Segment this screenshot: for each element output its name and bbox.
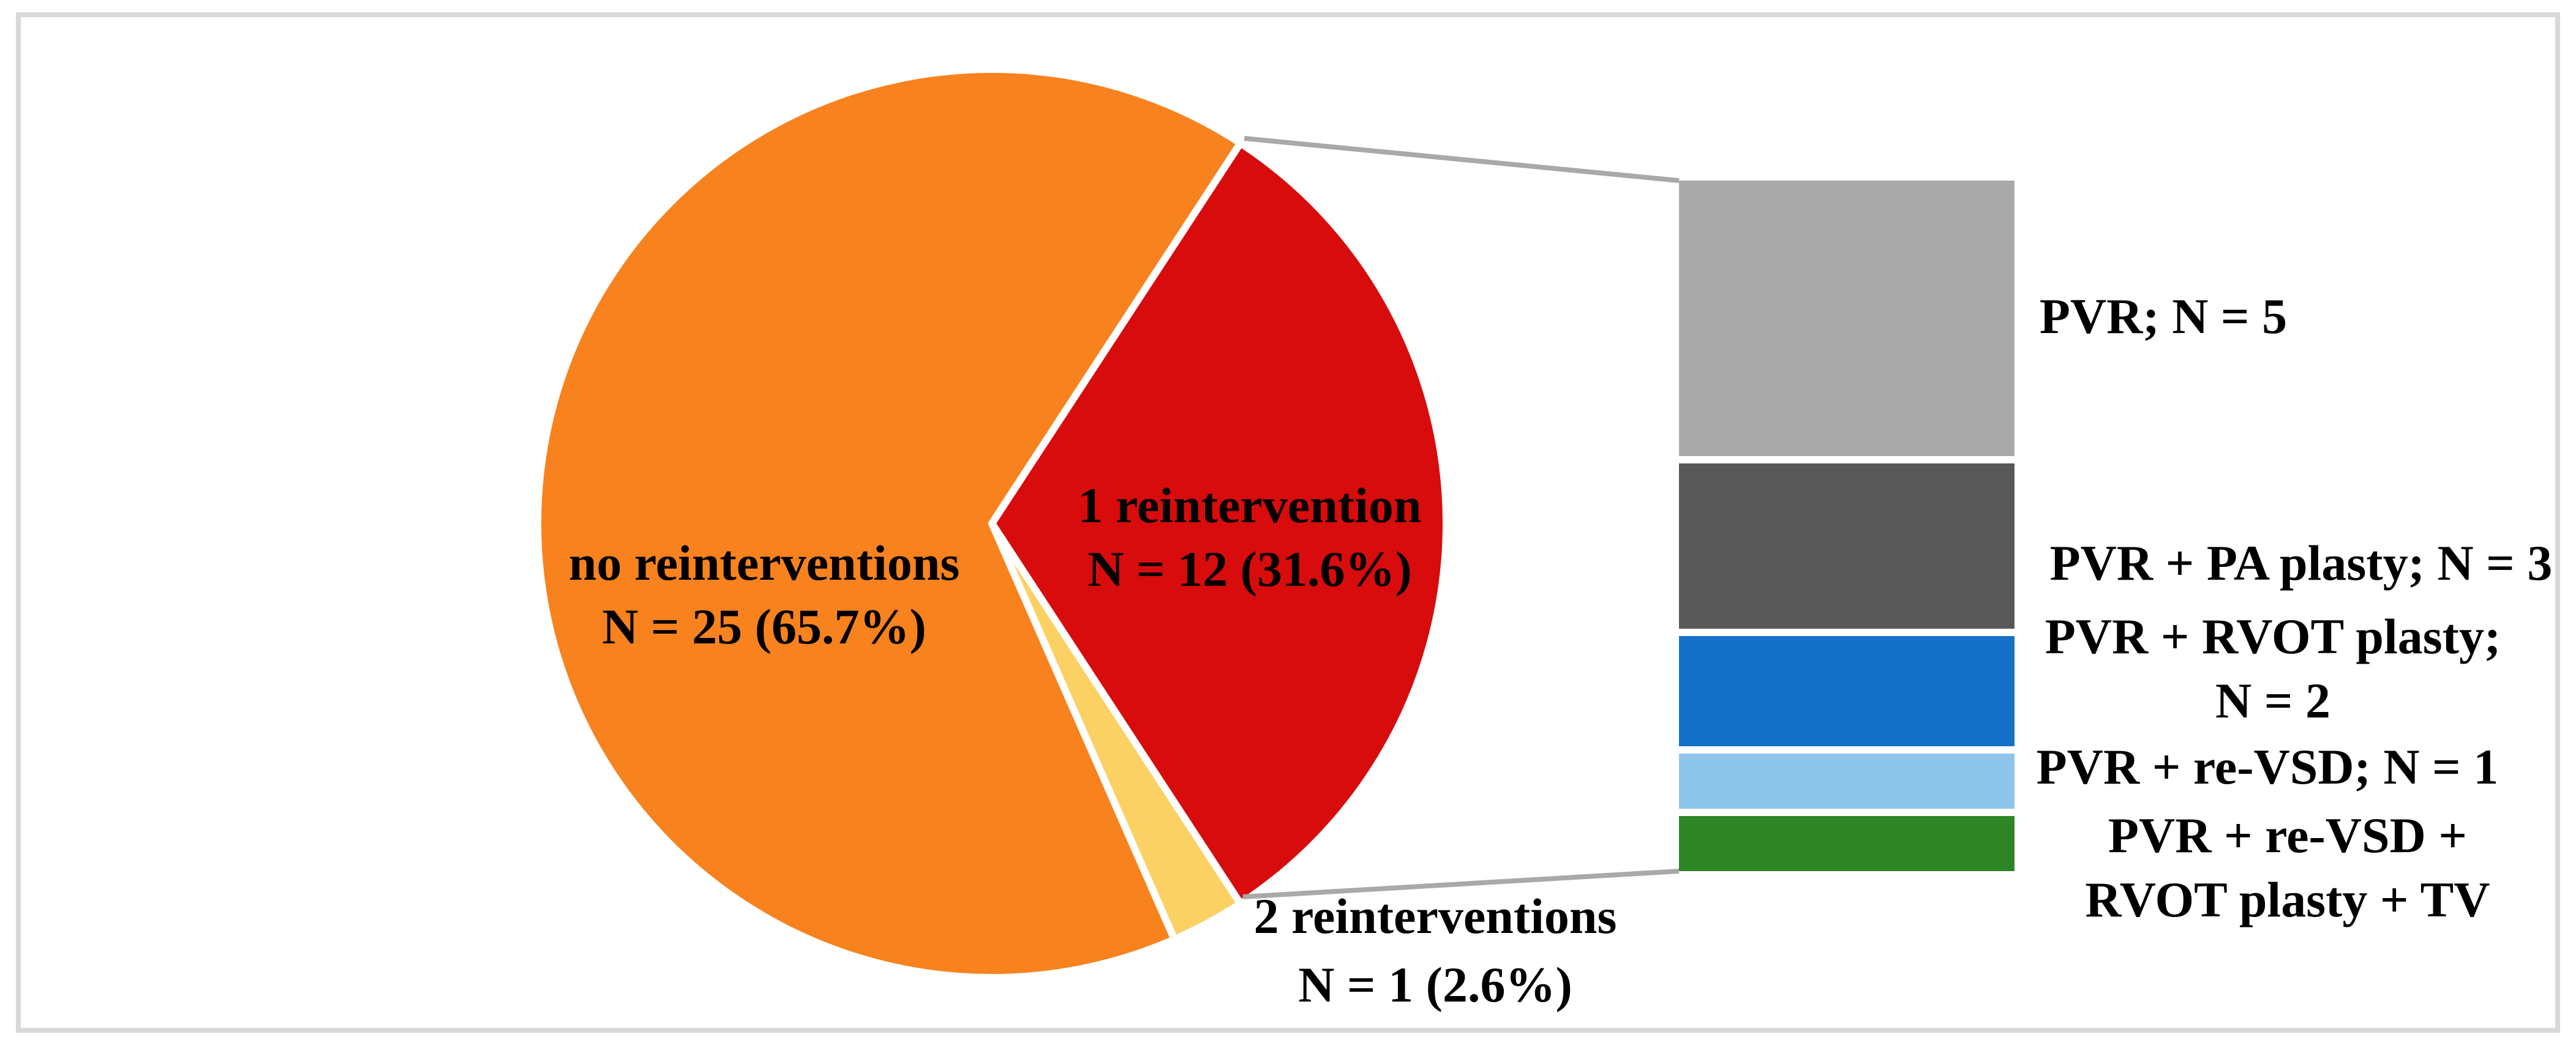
pie-label-line: 1 reintervention: [1078, 478, 1422, 533]
pie-slice-no-reinterventions: [534, 66, 1244, 981]
bar-label-line: N = 2: [2215, 673, 2330, 729]
pie-slice-1-reintervention: [988, 139, 1450, 908]
bar-label-line: PVR + re-VSD +: [2108, 807, 2468, 863]
breakdown-bar-segment-2: [1679, 636, 2015, 746]
pie-label-line: N = 25 (65.7%): [602, 599, 926, 654]
breakdown-bar-segment-0: [1679, 181, 2015, 456]
pie-label-line: 2 reinterventions: [1253, 888, 1617, 944]
leader-line-top: [1244, 136, 1680, 183]
bar-label-line: PVR + re-VSD; N = 1: [2036, 739, 2499, 795]
pie-label-2-reinterventions: 2 reinterventions N = 1 (2.6%): [1254, 882, 1617, 1019]
pie-label-line: N = 1 (2.6%): [1298, 957, 1572, 1013]
pie-label-line: N = 12 (31.6%): [1087, 541, 1412, 597]
bar-label-pvr-re-vsd: PVR + re-VSD; N = 1: [2037, 735, 2499, 799]
pie-label-1-reintervention: 1 reintervention N = 12 (31.6%): [1078, 474, 1422, 601]
breakdown-bar-segment-3: [1679, 754, 2015, 809]
bar-label-line: PVR + RVOT plasty;: [2045, 609, 2501, 664]
bar-label-line: PVR; N = 5: [2039, 288, 2288, 344]
figure-frame: [16, 12, 2560, 1033]
bar-label-pvr-pa-plasty: PVR + PA plasty; N = 3: [2050, 531, 2553, 595]
pie-slice-2-reinterventions: [988, 520, 1244, 943]
leader-line-bottom: [1242, 869, 1680, 899]
bar-label-pvr-re-vsd-rvot-plasty-tv: PVR + re-VSD + RVOT plasty + TV: [2085, 803, 2490, 932]
bar-label-pvr-rvot-plasty: PVR + RVOT plasty; N = 2: [2045, 604, 2501, 733]
pie-label-no-reinterventions: no reinterventions N = 25 (65.7%): [569, 531, 960, 659]
bar-label-line: RVOT plasty + TV: [2085, 872, 2490, 927]
bar-label-line: PVR + PA plasty; N = 3: [2049, 535, 2553, 591]
breakdown-bar-segment-1: [1679, 463, 2015, 629]
pie-label-line: no reinterventions: [568, 535, 960, 591]
bar-label-pvr: PVR; N = 5: [2040, 285, 2287, 348]
breakdown-bar-segment-4: [1679, 816, 2015, 871]
